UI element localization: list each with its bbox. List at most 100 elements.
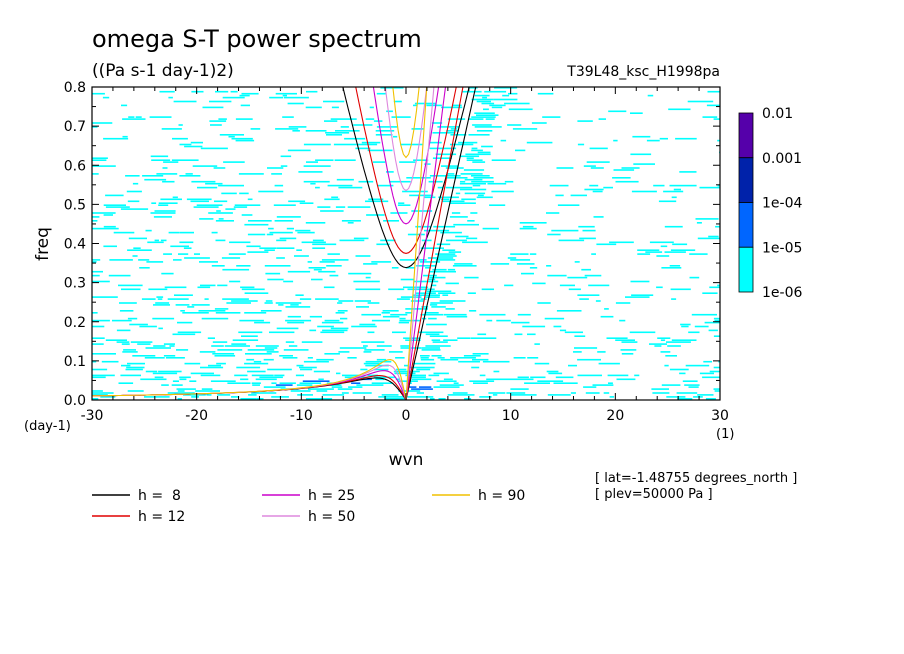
heat-cell <box>301 241 326 244</box>
heat-cell <box>250 128 261 130</box>
heat-cell <box>218 184 244 187</box>
heat-cell <box>283 349 309 351</box>
heat-cell <box>247 370 266 373</box>
heat-cell <box>461 90 482 93</box>
heat-cell <box>92 312 98 314</box>
heat-cell <box>508 92 518 95</box>
heat-cell <box>338 300 354 302</box>
heat-cell <box>191 396 199 398</box>
heat-cell <box>363 345 368 347</box>
heat-cell <box>376 345 392 347</box>
heat-cell <box>158 202 178 204</box>
heat-cell <box>621 341 638 343</box>
heat-cell <box>609 396 615 398</box>
heat-cell <box>558 239 585 242</box>
heat-cell <box>407 396 434 398</box>
heat-cell <box>413 159 429 161</box>
heat-cell <box>717 184 720 187</box>
heat-cell <box>267 368 292 371</box>
heat-cell <box>394 372 416 375</box>
heat-cell <box>707 90 720 93</box>
heat-cell <box>368 198 384 201</box>
heat-cell <box>234 204 261 206</box>
heat-cell <box>158 327 163 330</box>
heat-cell <box>400 345 410 347</box>
heat-cell <box>138 259 150 261</box>
heat-cell <box>449 216 468 218</box>
heat-cell <box>432 268 447 271</box>
heat-cell <box>157 298 163 300</box>
heat-cell <box>420 355 430 357</box>
gravity-curve-h50 <box>384 87 428 192</box>
heat-cell <box>222 96 245 99</box>
heat-cell <box>553 325 562 328</box>
heat-cell <box>365 360 392 363</box>
heat-cell <box>92 216 100 218</box>
heat-cell <box>351 325 377 328</box>
heat-cell <box>251 392 277 394</box>
heat-cell <box>286 227 294 230</box>
heat-cell <box>167 298 189 300</box>
heat-cell <box>168 96 173 99</box>
heat-cell <box>331 196 339 199</box>
heat-cell <box>504 102 530 105</box>
heat-cell <box>425 345 451 347</box>
heat-cell <box>176 349 189 351</box>
heat-cell <box>154 210 176 212</box>
heat-cell <box>92 337 105 339</box>
heat-cell <box>338 186 363 189</box>
heat-cell <box>677 398 693 400</box>
heat-cell <box>248 220 272 222</box>
heat-cell <box>607 374 629 377</box>
heat-cell <box>589 147 608 150</box>
heat-cell <box>121 364 131 367</box>
heat-cell <box>438 196 459 199</box>
heat-cell <box>226 302 251 304</box>
colorbar-level-label: 0.001 <box>762 151 802 167</box>
heat-cell <box>570 194 587 197</box>
axis-ticks: -30 -20 -10 0 10 20 30 0.0 0.1 0.2 0.3 0.4 0.5 0.6 0.7… <box>64 80 729 424</box>
heat-cell <box>178 253 189 255</box>
heat-cell <box>313 268 322 271</box>
heat-cell <box>105 206 130 208</box>
heat-cell <box>285 341 295 343</box>
heat-cell <box>420 298 427 300</box>
kelvin-curve-h8 <box>405 87 477 400</box>
heat-cell <box>471 175 490 177</box>
heat-cell <box>664 251 686 253</box>
heat-cell <box>273 204 296 206</box>
heat-cell <box>244 292 269 294</box>
heat-cell <box>210 380 236 382</box>
heat-cell <box>170 245 189 248</box>
heat-cell <box>153 216 172 218</box>
heat-cell <box>652 392 670 394</box>
heat-cell <box>519 227 537 230</box>
x-tick-label: -20 <box>185 408 208 424</box>
heat-cell <box>215 90 229 93</box>
heat-cell <box>440 231 462 234</box>
heat-cell <box>544 317 565 320</box>
heat-cell <box>479 313 506 316</box>
heat-cell <box>241 288 265 291</box>
heat-cell <box>244 362 269 365</box>
heat-cell <box>173 259 182 261</box>
heat-cell <box>276 239 287 242</box>
heat-cell <box>476 100 491 103</box>
heat-cell <box>470 212 478 214</box>
heat-cell <box>228 253 246 255</box>
heat-cell <box>586 161 610 163</box>
heat-cell <box>154 376 164 379</box>
heat-cell <box>616 378 636 381</box>
heat-cell <box>160 198 182 201</box>
heat-cell <box>154 239 159 242</box>
heat-cell <box>234 374 248 377</box>
heat-cell <box>126 366 145 369</box>
heat-cell <box>649 241 674 244</box>
heat-cell <box>348 272 372 275</box>
heat-cell <box>371 382 393 384</box>
heat-cell <box>297 231 315 234</box>
heat-cell <box>215 220 234 222</box>
legend-label-h50: h = 50 <box>308 509 355 525</box>
heat-cell <box>306 90 318 93</box>
heat-cell <box>264 249 275 251</box>
